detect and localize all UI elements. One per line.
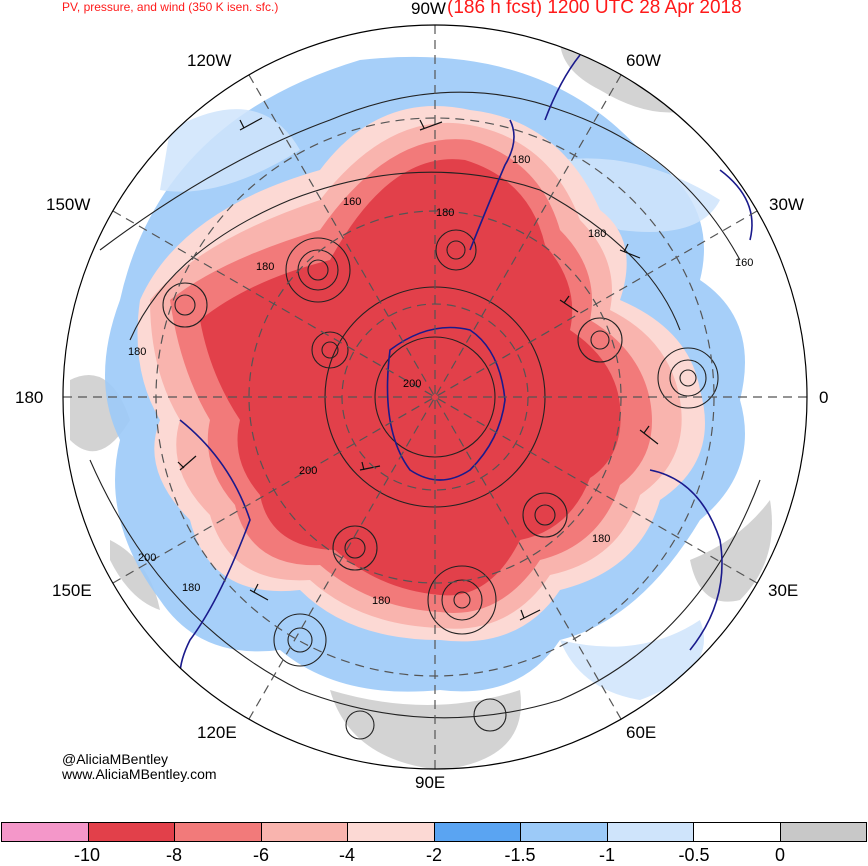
graticule — [63, 25, 807, 769]
wind-barbs — [177, 117, 659, 621]
lon-label-60w: 60W — [626, 51, 661, 70]
colorbar-tick-label: -4 — [338, 845, 356, 865]
contour-label: 180 — [372, 595, 390, 607]
contour-label: 180 — [588, 228, 606, 240]
map-boundary — [62, 24, 808, 770]
colorbar-tick-label: -8 — [165, 845, 183, 865]
contour-label: 160 — [343, 196, 361, 208]
contour-value-labels: 180 160 180 180 160 180 200 200 180 180 … — [128, 154, 753, 607]
contour-label: 180 — [182, 582, 200, 594]
lon-label-150w: 150W — [46, 195, 91, 214]
colorbar-cell — [520, 822, 608, 842]
colorbar-cell — [693, 822, 781, 842]
contour-label: 180 — [436, 207, 454, 219]
lon-label-0: 0 — [819, 388, 829, 407]
contour-label: 160 — [735, 257, 753, 269]
colorbar-cell — [433, 822, 521, 842]
colorbar-tick-label: -6 — [252, 845, 270, 865]
contour-label: 180 — [592, 533, 610, 545]
author-website: www.AliciaMBentley.com — [62, 766, 217, 782]
contour-label: 180 — [128, 346, 146, 358]
colorbar-tick-label: -10 — [73, 845, 101, 865]
lon-label-30e: 30E — [768, 581, 799, 600]
author-handle: @AliciaMBentley — [62, 751, 169, 767]
lon-label-150e: 150E — [52, 581, 92, 600]
colorbar-cell — [779, 822, 867, 842]
light-blue-pv-band — [160, 109, 720, 700]
lon-label-90e: 90E — [415, 773, 446, 792]
contour-label: 180 — [512, 154, 530, 166]
contour-label: 200 — [138, 552, 156, 564]
contour-label: 200 — [403, 378, 421, 390]
colorbar-cell — [174, 822, 262, 842]
colorbar-cell — [347, 822, 435, 842]
lon-label-120w: 120W — [187, 51, 232, 70]
contour-label: 200 — [299, 465, 317, 477]
colorbar-tick-label: -1 — [598, 845, 616, 865]
colorbar-tick-label: -1.5 — [504, 845, 536, 865]
colorbar-tick-label: -0.5 — [678, 845, 710, 865]
colorbar-cell — [87, 822, 175, 842]
colorbar-cell — [260, 822, 348, 842]
lon-label-180: 180 — [15, 388, 44, 407]
colorbar-cell — [606, 822, 694, 842]
lon-label-120e: 120E — [197, 723, 237, 742]
colorbar-tick-label: 0 — [774, 845, 786, 865]
colorbar — [1, 822, 867, 842]
colorbar-cell — [1, 822, 89, 842]
lon-label-30w: 30W — [769, 195, 804, 214]
lon-label-90w: 90W — [411, 0, 446, 18]
core-pv-region — [200, 159, 621, 596]
contour-label: 180 — [256, 261, 274, 273]
product-title: PV, pressure, and wind (350 K isen. sfc.… — [62, 0, 279, 14]
lon-label-60e: 60E — [626, 723, 657, 742]
colorbar-tick-label: -2 — [425, 845, 443, 865]
forecast-valid-time: (186 h fcst) 1200 UTC 28 Apr 2018 — [447, 0, 742, 18]
